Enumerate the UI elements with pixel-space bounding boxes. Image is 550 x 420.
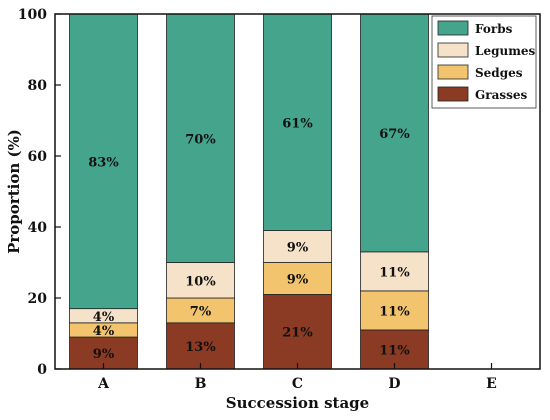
data-label-grasses-a: 9% bbox=[93, 347, 115, 362]
legend-swatch-forbs bbox=[437, 20, 469, 36]
bar-forbs-b bbox=[166, 13, 235, 263]
legend-swatch-sedges bbox=[437, 64, 469, 80]
data-labels-layer: 9% 4%4% 83% 13% 7% 10% 70% 21% 9% 9% 61% 11% 11% 11% 6… bbox=[88, 116, 410, 362]
bar-forbs-c bbox=[263, 13, 332, 231]
legend-label-grasses: Grasses bbox=[475, 88, 527, 102]
data-label-forbs-a: 83% bbox=[88, 155, 119, 170]
data-label-legumes-b: 10% bbox=[185, 274, 216, 289]
bar-legumes-c bbox=[263, 230, 332, 263]
x-tick-label-c: C bbox=[292, 376, 303, 392]
y-axis-title: Proportion (%) bbox=[5, 129, 23, 254]
x-tick-label-b: B bbox=[195, 376, 207, 392]
y-tick-label: 0 bbox=[37, 362, 47, 378]
x-tick-label-d: D bbox=[388, 376, 400, 392]
data-label-legumes-d: 11% bbox=[379, 265, 410, 280]
data-label-grasses-d: 11% bbox=[379, 343, 410, 358]
legend-swatch-legumes bbox=[437, 42, 469, 58]
bar-sedges-c bbox=[263, 262, 332, 295]
bar-grasses-c bbox=[263, 294, 332, 370]
bar-forbs-d bbox=[360, 13, 429, 253]
y-axis-ticks: 0 20 40 60 80 100 bbox=[18, 7, 61, 378]
data-label-grasses-b: 13% bbox=[185, 340, 216, 355]
bar-grasses-d bbox=[360, 329, 429, 370]
bar-grasses-b bbox=[166, 322, 235, 370]
y-tick-label: 80 bbox=[28, 78, 48, 94]
data-label-sedges-a: 4% bbox=[93, 324, 115, 339]
data-label-legumes-a: 4% bbox=[93, 310, 115, 325]
data-label-forbs-d: 67% bbox=[379, 127, 410, 142]
legend-label-legumes: Legumes bbox=[475, 44, 536, 58]
data-label-sedges-b: 7% bbox=[190, 304, 212, 319]
x-tick-label-a: A bbox=[97, 376, 110, 392]
data-label-forbs-b: 70% bbox=[185, 132, 216, 147]
data-label-sedges-d: 11% bbox=[379, 304, 410, 319]
bar-legumes-d bbox=[360, 251, 429, 292]
y-tick-label: 40 bbox=[28, 220, 48, 236]
bar-legumes-b bbox=[166, 262, 235, 299]
y-tick-label: 100 bbox=[18, 7, 47, 23]
bar-sedges-d bbox=[360, 290, 429, 331]
data-label-grasses-c: 21% bbox=[282, 326, 313, 341]
x-tick-label-e: E bbox=[486, 376, 497, 392]
legend: Forbs Legumes Sedges Grasses bbox=[431, 15, 537, 109]
legend-swatch-grasses bbox=[437, 86, 469, 102]
x-axis-title: Succession stage bbox=[226, 394, 369, 412]
legend-label-sedges: Sedges bbox=[475, 66, 523, 80]
data-label-sedges-c: 9% bbox=[287, 272, 309, 287]
x-axis-ticks: A B C D E bbox=[97, 363, 497, 392]
legend-label-forbs: Forbs bbox=[475, 22, 513, 36]
bar-forbs-a bbox=[69, 13, 138, 310]
data-label-legumes-c: 9% bbox=[287, 241, 309, 256]
data-label-forbs-c: 61% bbox=[282, 116, 313, 131]
y-tick-label: 20 bbox=[28, 291, 48, 307]
bars-layer bbox=[69, 13, 429, 370]
y-tick-label: 60 bbox=[28, 149, 48, 165]
